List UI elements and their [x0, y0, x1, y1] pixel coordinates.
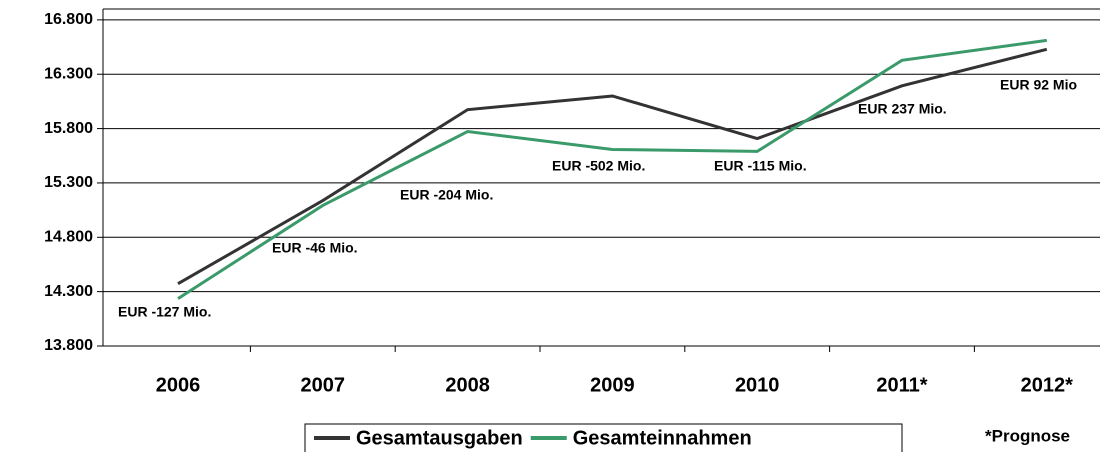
- annotation: EUR -502 Mio.: [552, 158, 645, 174]
- series-line: [177, 38, 1048, 300]
- annotation: EUR -115 Mio.: [714, 158, 807, 174]
- y-tick-label: 13.800: [44, 337, 93, 354]
- x-tick-label: 2006: [156, 374, 201, 396]
- y-tick-label: 14.800: [44, 229, 93, 246]
- y-tick-label: 16.800: [44, 11, 93, 28]
- x-tick-label: 2008: [445, 374, 490, 396]
- annotation: EUR -46 Mio.: [272, 240, 358, 256]
- annotation: EUR 92 Mio: [1000, 77, 1077, 93]
- y-tick-label: 15.300: [44, 174, 93, 191]
- y-tick-label: 14.300: [44, 283, 93, 300]
- x-tick-label: 2011*: [876, 374, 927, 396]
- x-tick-label: 2010: [735, 374, 780, 396]
- y-tick-label: 16.300: [44, 65, 93, 82]
- annotation: EUR 237 Mio.: [858, 101, 947, 117]
- y-tick-label: 15.800: [44, 120, 93, 137]
- x-tick-label: 2012*: [1021, 374, 1073, 396]
- x-tick-label: 2007: [301, 374, 346, 396]
- legend-label: Gesamtausgaben: [356, 427, 523, 449]
- legend-box: [304, 423, 903, 452]
- annotation: EUR -127 Mio.: [118, 304, 211, 320]
- annotation: EUR -204 Mio.: [400, 187, 493, 203]
- legend-label: Gesamteinnahmen: [573, 427, 752, 449]
- note: *Prognose: [985, 426, 1070, 445]
- series-line: [177, 47, 1048, 286]
- x-tick-label: 2009: [590, 374, 635, 396]
